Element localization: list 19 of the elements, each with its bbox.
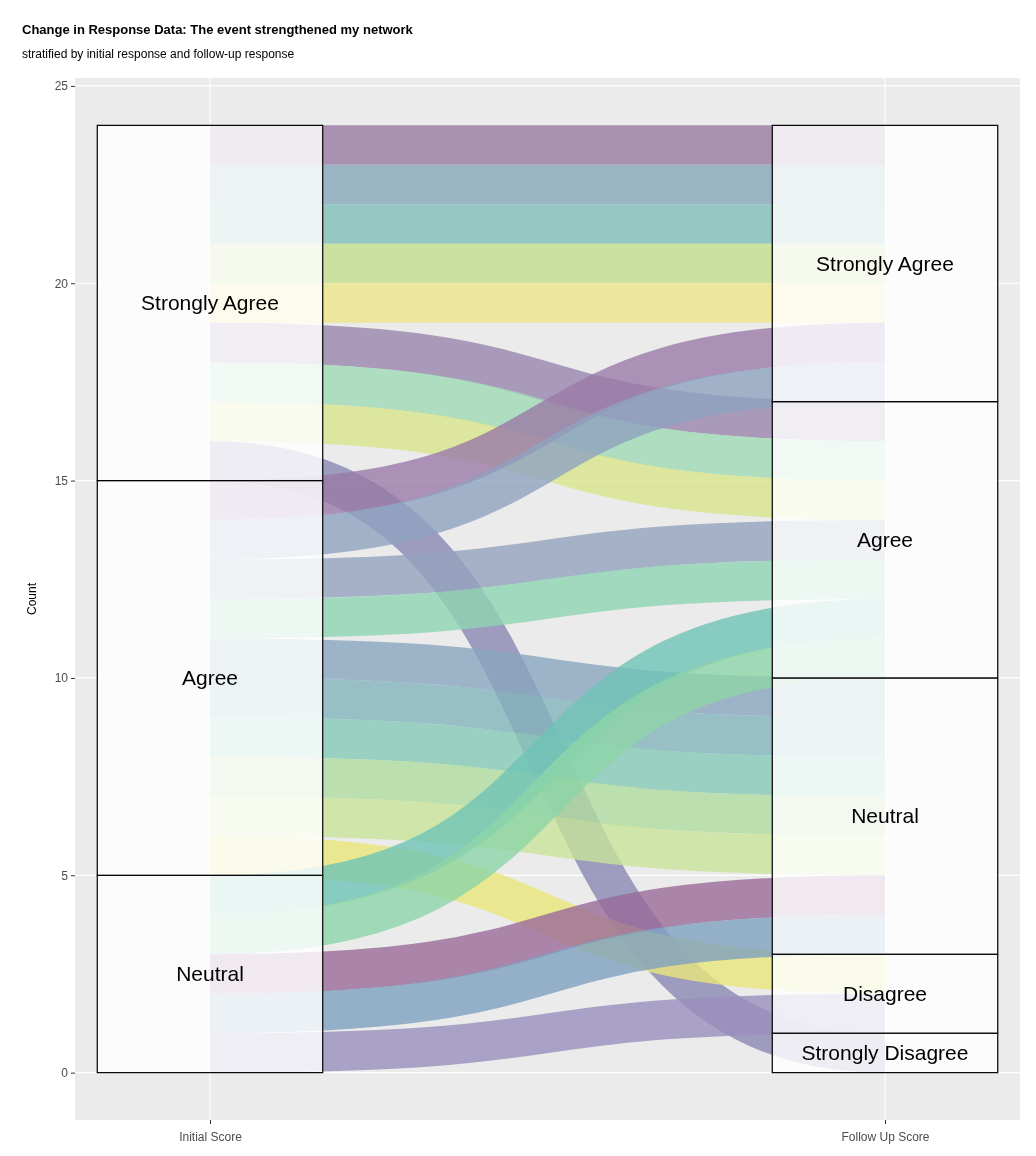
y-tick-label: 25 xyxy=(54,79,69,94)
chart-title: Change in Response Data: The event strengthened my network xyxy=(22,22,414,37)
y-tick-label: 0 xyxy=(61,1065,69,1080)
y-axis-title: Count xyxy=(25,582,39,616)
series-label: Strongly Disagree xyxy=(801,1041,969,1065)
series-label: Strongly Agree xyxy=(141,291,279,315)
y-tick-label: 20 xyxy=(54,276,69,291)
text: Strongly Agree xyxy=(816,251,954,275)
chart-subtitle: stratified by initial response and follow-up response xyxy=(22,47,295,61)
x-tick-label: Initial Score xyxy=(179,1130,243,1145)
y-tick-label: 5 xyxy=(61,868,69,883)
series-label: Disagree xyxy=(842,982,928,1006)
series-label: Agree xyxy=(181,666,239,690)
text: Agree xyxy=(856,528,914,552)
y-tick-label: 10 xyxy=(54,671,69,686)
y-tick-label: 15 xyxy=(54,473,69,488)
text: Neutral xyxy=(851,804,919,828)
series-label: Neutral xyxy=(176,962,244,986)
x-tick-label: Follow Up Score xyxy=(841,1130,930,1145)
